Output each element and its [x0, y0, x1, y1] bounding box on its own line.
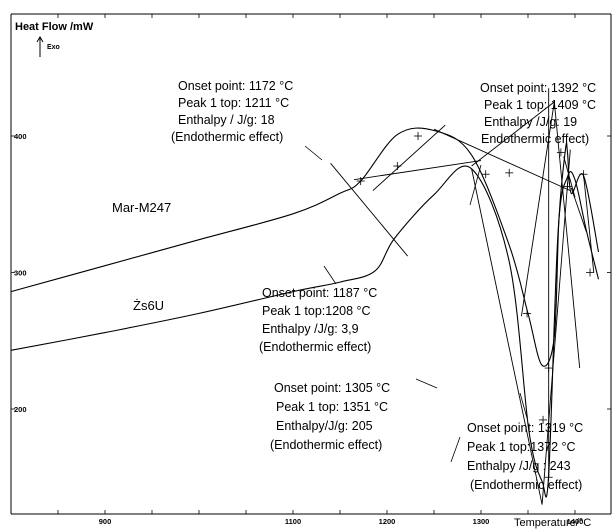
x-tick-label: 1200: [379, 517, 396, 526]
y-tick-label: 400: [14, 132, 27, 141]
annotation-leader: [451, 437, 460, 462]
series-label-zs6u: Żs6U: [133, 298, 164, 313]
x-tick-label: 900: [99, 517, 112, 526]
x-tick-label: 1300: [473, 517, 490, 526]
baseline-line: [354, 161, 481, 180]
annotation-mar-m247-main-peak: Onset point: 1305 °C Peak 1 top: 1351 °C…: [270, 381, 394, 452]
annotation-leader: [324, 266, 336, 284]
annotation-zs6u-main-peak: Onset point: 1319 °C Peak 1 top:1372 °C …: [467, 421, 587, 492]
y-tick-label: 200: [14, 405, 27, 414]
y-tick-label: 300: [14, 269, 27, 278]
x-tick-label: 1100: [285, 517, 301, 526]
annotation-zs6u-first-peak: Onset point: 1187 °C Peak 1 top:1208 °C …: [259, 286, 381, 354]
exo-label: Exo: [47, 44, 60, 51]
series-label-mar-m247: Mar-M247: [112, 200, 171, 215]
y-axis-label: Heat Flow /mW: [15, 21, 94, 33]
annotation-leader: [416, 379, 437, 388]
x-axis-label: Temperature/°C: [514, 517, 591, 529]
annotation-mar-m247-first-peak: Onset point: 1172 °C Peak 1 top: 1211 °C…: [171, 79, 297, 144]
tangent-line: [373, 125, 445, 191]
tangent-line: [472, 169, 542, 505]
annotation-leader: [305, 146, 322, 160]
